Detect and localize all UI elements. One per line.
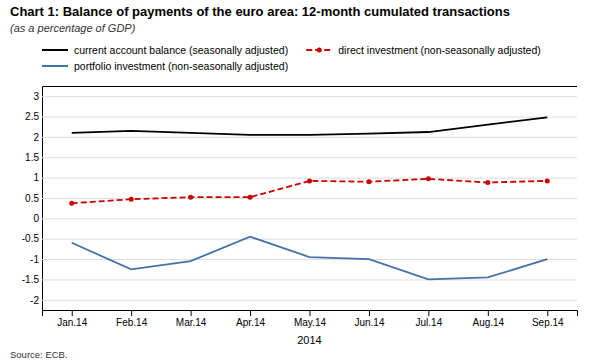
y-tick: -2 <box>30 295 577 306</box>
x-tick-label: Apr.14 <box>236 317 265 328</box>
y-tick-label: 0.5 <box>25 193 39 204</box>
chart: Chart 1: Balance of payments of the euro… <box>0 0 591 364</box>
grid-line <box>42 198 577 199</box>
y-tick-label: 0 <box>33 213 39 224</box>
y-tick: 0 <box>33 213 577 224</box>
tick-line <box>131 310 132 316</box>
series-point <box>426 176 431 181</box>
tick-line <box>250 310 251 316</box>
y-tick: 2.5 <box>25 111 577 122</box>
series-point <box>69 201 74 206</box>
series-line <box>72 179 548 203</box>
legend-item: portfolio investment (non-seasonally adj… <box>42 60 288 72</box>
title: Chart 1: Balance of payments of the euro… <box>10 4 510 19</box>
y-tick-label: 2 <box>33 132 39 143</box>
series-point <box>248 195 253 200</box>
y-tick-label: 1 <box>33 172 39 183</box>
legend-item: current account balance (seasonally adju… <box>42 44 288 56</box>
grid-line <box>42 218 577 219</box>
series-group <box>69 117 550 279</box>
grid-line <box>42 157 577 158</box>
tick-line <box>547 310 548 316</box>
grid-line <box>42 239 577 240</box>
tick-line <box>428 310 429 316</box>
grid-line <box>42 259 577 260</box>
x-axis: Jan.14 Feb.14 Mar.14 Apr.14 May.14 Jun.14 Jul.… <box>43 310 578 328</box>
series-point <box>545 178 550 183</box>
x-tick-label: Aug.14 <box>472 317 504 328</box>
x-tick: Feb.14 <box>116 310 148 328</box>
y-tick: 0.5 <box>25 193 577 204</box>
series-line <box>72 237 548 280</box>
x-axis-title: 2014 <box>297 334 321 346</box>
y-tick-label: 3 <box>33 91 39 102</box>
x-tick: Jan.14 <box>57 310 87 328</box>
series-point <box>366 179 371 184</box>
y-tick-label: -0.5 <box>22 233 40 244</box>
x-tick-label: Sep.14 <box>532 317 564 328</box>
y-tick-label: -2 <box>30 295 39 306</box>
tick-line <box>72 310 73 316</box>
tick-line <box>310 310 311 316</box>
x-tick: Jul.14 <box>416 310 443 328</box>
y-tick: -0.5 <box>22 233 577 244</box>
x-tick-label: May.14 <box>294 317 326 328</box>
x-tick-label: Jun.14 <box>354 317 384 328</box>
legend-label: direct investment (non-seasonally adjust… <box>338 44 541 56</box>
series-line <box>72 117 548 135</box>
series-point <box>129 197 134 202</box>
grid-line <box>42 117 577 118</box>
y-axis: -2 -1.5 -1 -0.5 0 0.5 1 1.5 2 2.5 3 <box>22 87 577 311</box>
grid-line <box>42 279 577 280</box>
x-tick-label: Feb.14 <box>116 317 148 328</box>
x-tick-label: Jan.14 <box>57 317 87 328</box>
plot-area: -2 -1.5 -1 -0.5 0 0.5 1 1.5 2 2.5 3 Jan.14 Feb.14 Mar… <box>22 87 578 329</box>
series-point <box>307 178 312 183</box>
x-tick: Sep.14 <box>532 310 564 328</box>
series-point <box>188 195 193 200</box>
tick-line <box>369 310 370 316</box>
y-tick-label: 2.5 <box>25 111 39 122</box>
tick-line <box>488 310 489 316</box>
y-axis-line <box>43 87 578 311</box>
legend-label: current account balance (seasonally adju… <box>74 44 288 56</box>
y-tick: 2 <box>33 132 577 143</box>
legend: current account balance (seasonally adju… <box>42 44 541 72</box>
grid-line <box>42 137 577 138</box>
legend-marker <box>317 48 322 53</box>
y-tick: 3 <box>33 91 577 102</box>
x-tick-label: Jul.14 <box>416 317 443 328</box>
tick-line <box>191 310 192 316</box>
x-tick: May.14 <box>294 310 326 328</box>
source: Source: ECB. <box>10 349 68 360</box>
grid-line <box>42 300 577 301</box>
y-tick-label: 1.5 <box>25 152 39 163</box>
legend-item: direct investment (non-seasonally adjust… <box>306 44 541 56</box>
x-tick: Mar.14 <box>176 310 207 328</box>
x-axis-line <box>43 311 578 317</box>
legend-swatch <box>42 49 68 51</box>
x-tick: Apr.14 <box>236 310 265 328</box>
x-tick: Aug.14 <box>472 310 504 328</box>
y-tick-label: -1 <box>30 254 39 265</box>
y-tick-label: -1.5 <box>22 274 40 285</box>
grid-line <box>42 96 577 97</box>
legend-swatch <box>42 65 68 67</box>
legend-label: portfolio investment (non-seasonally adj… <box>74 60 288 72</box>
y-tick: 1.5 <box>25 152 577 163</box>
x-tick: Jun.14 <box>354 310 384 328</box>
series-point <box>485 180 490 185</box>
x-tick-label: Mar.14 <box>176 317 207 328</box>
subtitle: (as a percentage of GDP) <box>10 22 136 34</box>
